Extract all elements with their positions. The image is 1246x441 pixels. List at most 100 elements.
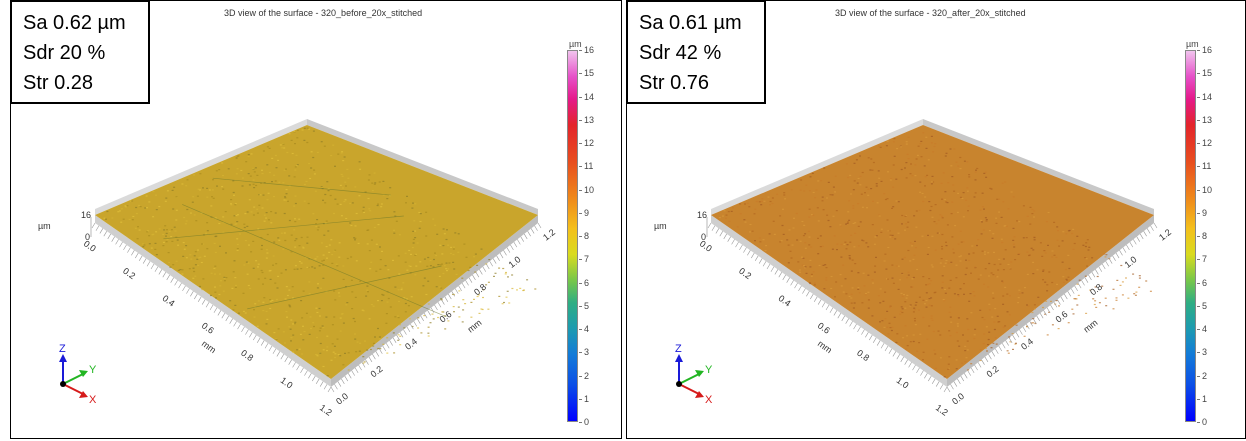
surface-texture <box>185 245 188 247</box>
surface-texture <box>979 209 982 211</box>
surface-texture <box>861 206 864 208</box>
surface-texture <box>843 243 846 245</box>
surface-3d-view[interactable]: 160µm0.00.20.40.60.81.01.2mm0.00.20.40.6… <box>11 1 622 439</box>
str-value: Str 0.76 <box>639 72 710 94</box>
ruler-tick <box>953 381 958 387</box>
surface-texture <box>405 298 408 300</box>
surface-texture <box>327 188 330 190</box>
surface-texture <box>443 233 446 235</box>
surface-texture <box>1058 245 1061 247</box>
ruler-tick <box>1143 231 1147 237</box>
colorbar-tick-label: 16 <box>1196 45 1213 55</box>
surface-texture <box>907 274 910 276</box>
surface-texture <box>1094 286 1097 288</box>
surface-texture <box>414 254 417 256</box>
surface-texture <box>347 369 350 371</box>
surface-3d-view[interactable]: 160µm0.00.20.40.60.81.01.2mm0.00.20.40.6… <box>627 1 1246 439</box>
surface-texture <box>819 246 822 248</box>
surface-texture <box>452 254 455 256</box>
surface-texture <box>350 224 353 227</box>
ruler-tick <box>963 373 968 379</box>
surface-texture <box>839 225 842 227</box>
surface-texture <box>201 288 204 291</box>
surface-texture <box>930 264 933 266</box>
surface-texture <box>427 335 430 337</box>
surface-texture <box>288 304 291 306</box>
ruler-tick <box>1022 326 1027 333</box>
surface-texture <box>955 161 958 163</box>
surface-texture <box>476 295 479 298</box>
surface-texture <box>506 290 509 292</box>
surface-texture <box>949 316 952 318</box>
surface-texture <box>193 255 196 257</box>
surface-texture <box>117 211 120 213</box>
surface-texture <box>909 173 912 175</box>
surface-texture <box>166 238 169 241</box>
surface-texture <box>870 158 873 160</box>
surface-texture <box>1072 228 1075 230</box>
surface-texture <box>853 302 856 304</box>
roughness-stats-box: Sa 0.62 µm Sdr 20 % Str 0.28 <box>11 1 150 104</box>
surface-texture <box>359 342 362 344</box>
surface-texture <box>377 224 380 226</box>
surface-texture <box>404 302 407 305</box>
surface-texture <box>362 310 365 312</box>
surface-texture <box>414 237 417 239</box>
surface-texture <box>410 253 412 255</box>
surface-texture <box>177 269 180 271</box>
surface-texture <box>461 321 464 323</box>
surface-texture <box>256 174 259 176</box>
surface-texture <box>1067 322 1070 324</box>
surface-texture <box>807 230 810 232</box>
surface-texture <box>322 277 325 279</box>
surface-texture <box>191 201 194 203</box>
surface-texture <box>296 165 299 167</box>
surface-texture <box>197 249 199 251</box>
surface-texture <box>883 193 886 195</box>
surface-texture <box>233 194 235 196</box>
surface-texture <box>950 165 953 167</box>
ruler-tick <box>841 315 845 322</box>
surface-texture <box>183 216 186 219</box>
surface-texture <box>340 152 343 154</box>
surface-texture <box>850 297 853 299</box>
surface-texture <box>423 258 426 260</box>
surface-texture <box>416 242 419 244</box>
surface-texture <box>1006 293 1009 295</box>
surface-texture <box>418 227 421 229</box>
surface-texture <box>886 198 889 200</box>
ruler-tick <box>292 362 296 368</box>
surface-texture <box>1056 239 1059 241</box>
surface-texture <box>909 260 912 262</box>
surface-texture <box>274 212 277 214</box>
surface-texture <box>914 247 917 249</box>
surface-front-left-wall <box>711 215 947 387</box>
surface-texture <box>367 291 369 293</box>
ruler-tick <box>142 258 147 264</box>
surface-texture <box>1033 236 1036 239</box>
surface-texture <box>1026 273 1029 275</box>
ruler-tick <box>924 373 928 379</box>
surface-texture <box>985 176 988 178</box>
colorbar-tick-label: 11 <box>578 161 594 172</box>
surface-texture <box>266 252 269 254</box>
surface-texture <box>154 248 157 250</box>
surface-texture <box>155 231 158 233</box>
surface-texture <box>206 187 209 189</box>
surface-texture <box>366 289 369 291</box>
surface-texture <box>810 275 813 277</box>
surface-texture <box>243 226 246 229</box>
surface-texture <box>310 167 313 169</box>
surface-texture <box>1067 276 1070 278</box>
ruler-tick <box>739 244 743 251</box>
surface-texture <box>857 288 860 290</box>
surface-texture <box>1036 269 1039 271</box>
surface-texture <box>236 168 239 170</box>
y-axis-tick-label: 1.2 <box>1157 227 1173 243</box>
surface-texture <box>964 361 967 363</box>
ruler-tick <box>517 239 521 245</box>
surface-texture <box>224 211 227 213</box>
ruler-tick <box>111 236 115 242</box>
surface-texture <box>941 198 943 200</box>
y-axis-tick-label: 0.4 <box>1019 336 1035 352</box>
